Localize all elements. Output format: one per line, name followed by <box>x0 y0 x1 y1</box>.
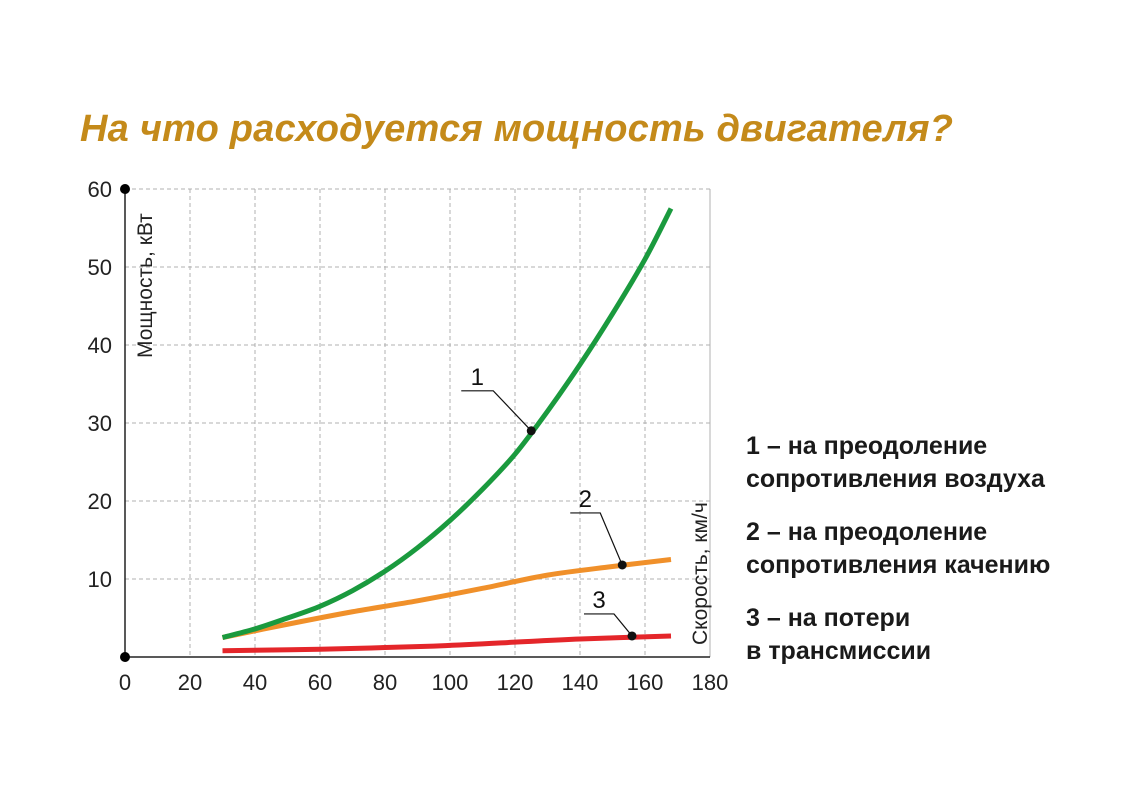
chart-grid <box>125 188 711 657</box>
chart-series <box>221 207 674 654</box>
series-marker-2 <box>617 560 627 570</box>
marker-leader-3 <box>584 613 633 637</box>
legend-item-3-line1: 3 – на потери <box>746 604 911 632</box>
legend-item-3: 3 – на потери в трансмиссии <box>746 602 1136 668</box>
y-tick-label: 50 <box>88 255 112 280</box>
y-axis-label: Мощность, кВт <box>134 213 157 358</box>
y-tick-label: 30 <box>88 411 112 436</box>
y-tick-label: 10 <box>88 567 112 592</box>
chart-ticks: 0 20 40 60 80 100 120 140 160 180 10 20 30 40 50 60 <box>88 177 729 695</box>
series-line-2 <box>222 557 672 640</box>
series-label-3: 3 <box>592 587 605 614</box>
x-tick-label: 100 <box>432 670 469 695</box>
chart-legend: 1 – на преодоление сопротивления воздуха… <box>746 430 1136 688</box>
series-label-2: 2 <box>579 486 592 513</box>
y-axis-end-dot <box>120 184 130 194</box>
marker-leader-1 <box>461 390 532 432</box>
legend-item-2: 2 – на преодоление сопротивления качению <box>746 516 1136 582</box>
chart-markers: 1 2 3 <box>461 364 637 641</box>
legend-item-1-line2: сопротивления воздуха <box>746 465 1045 493</box>
origin-dot <box>120 652 130 662</box>
x-tick-label: 180 <box>692 670 729 695</box>
y-tick-label: 20 <box>88 489 112 514</box>
series-marker-3 <box>627 631 637 641</box>
legend-item-2-line1: 2 – на преодоление <box>746 518 988 546</box>
legend-item-1: 1 – на преодоление сопротивления воздуха <box>746 430 1136 496</box>
x-tick-label: 120 <box>497 670 534 695</box>
x-tick-label: 40 <box>243 670 267 695</box>
x-tick-label: 160 <box>627 670 664 695</box>
legend-item-1-line1: 1 – на преодоление <box>746 432 988 460</box>
series-label-1: 1 <box>471 364 484 391</box>
series-line-3 <box>222 633 672 654</box>
series-line-1 <box>221 207 674 640</box>
series-marker-1 <box>526 426 536 436</box>
x-tick-label: 60 <box>308 670 332 695</box>
chart-axes <box>120 184 710 662</box>
x-tick-label: 20 <box>178 670 202 695</box>
legend-item-2-line2: сопротивления качению <box>746 551 1051 579</box>
y-tick-label: 40 <box>88 333 112 358</box>
legend-item-3-line2: в трансмиссии <box>746 637 932 665</box>
x-tick-label: 0 <box>119 670 131 695</box>
x-tick-label: 80 <box>373 670 397 695</box>
page-title: На что расходуется мощность двигателя? <box>80 108 954 150</box>
x-tick-label: 140 <box>562 670 599 695</box>
marker-leader-2 <box>570 512 623 566</box>
x-axis-label: Скорость, км/ч <box>689 502 712 645</box>
y-tick-label: 60 <box>88 177 112 202</box>
